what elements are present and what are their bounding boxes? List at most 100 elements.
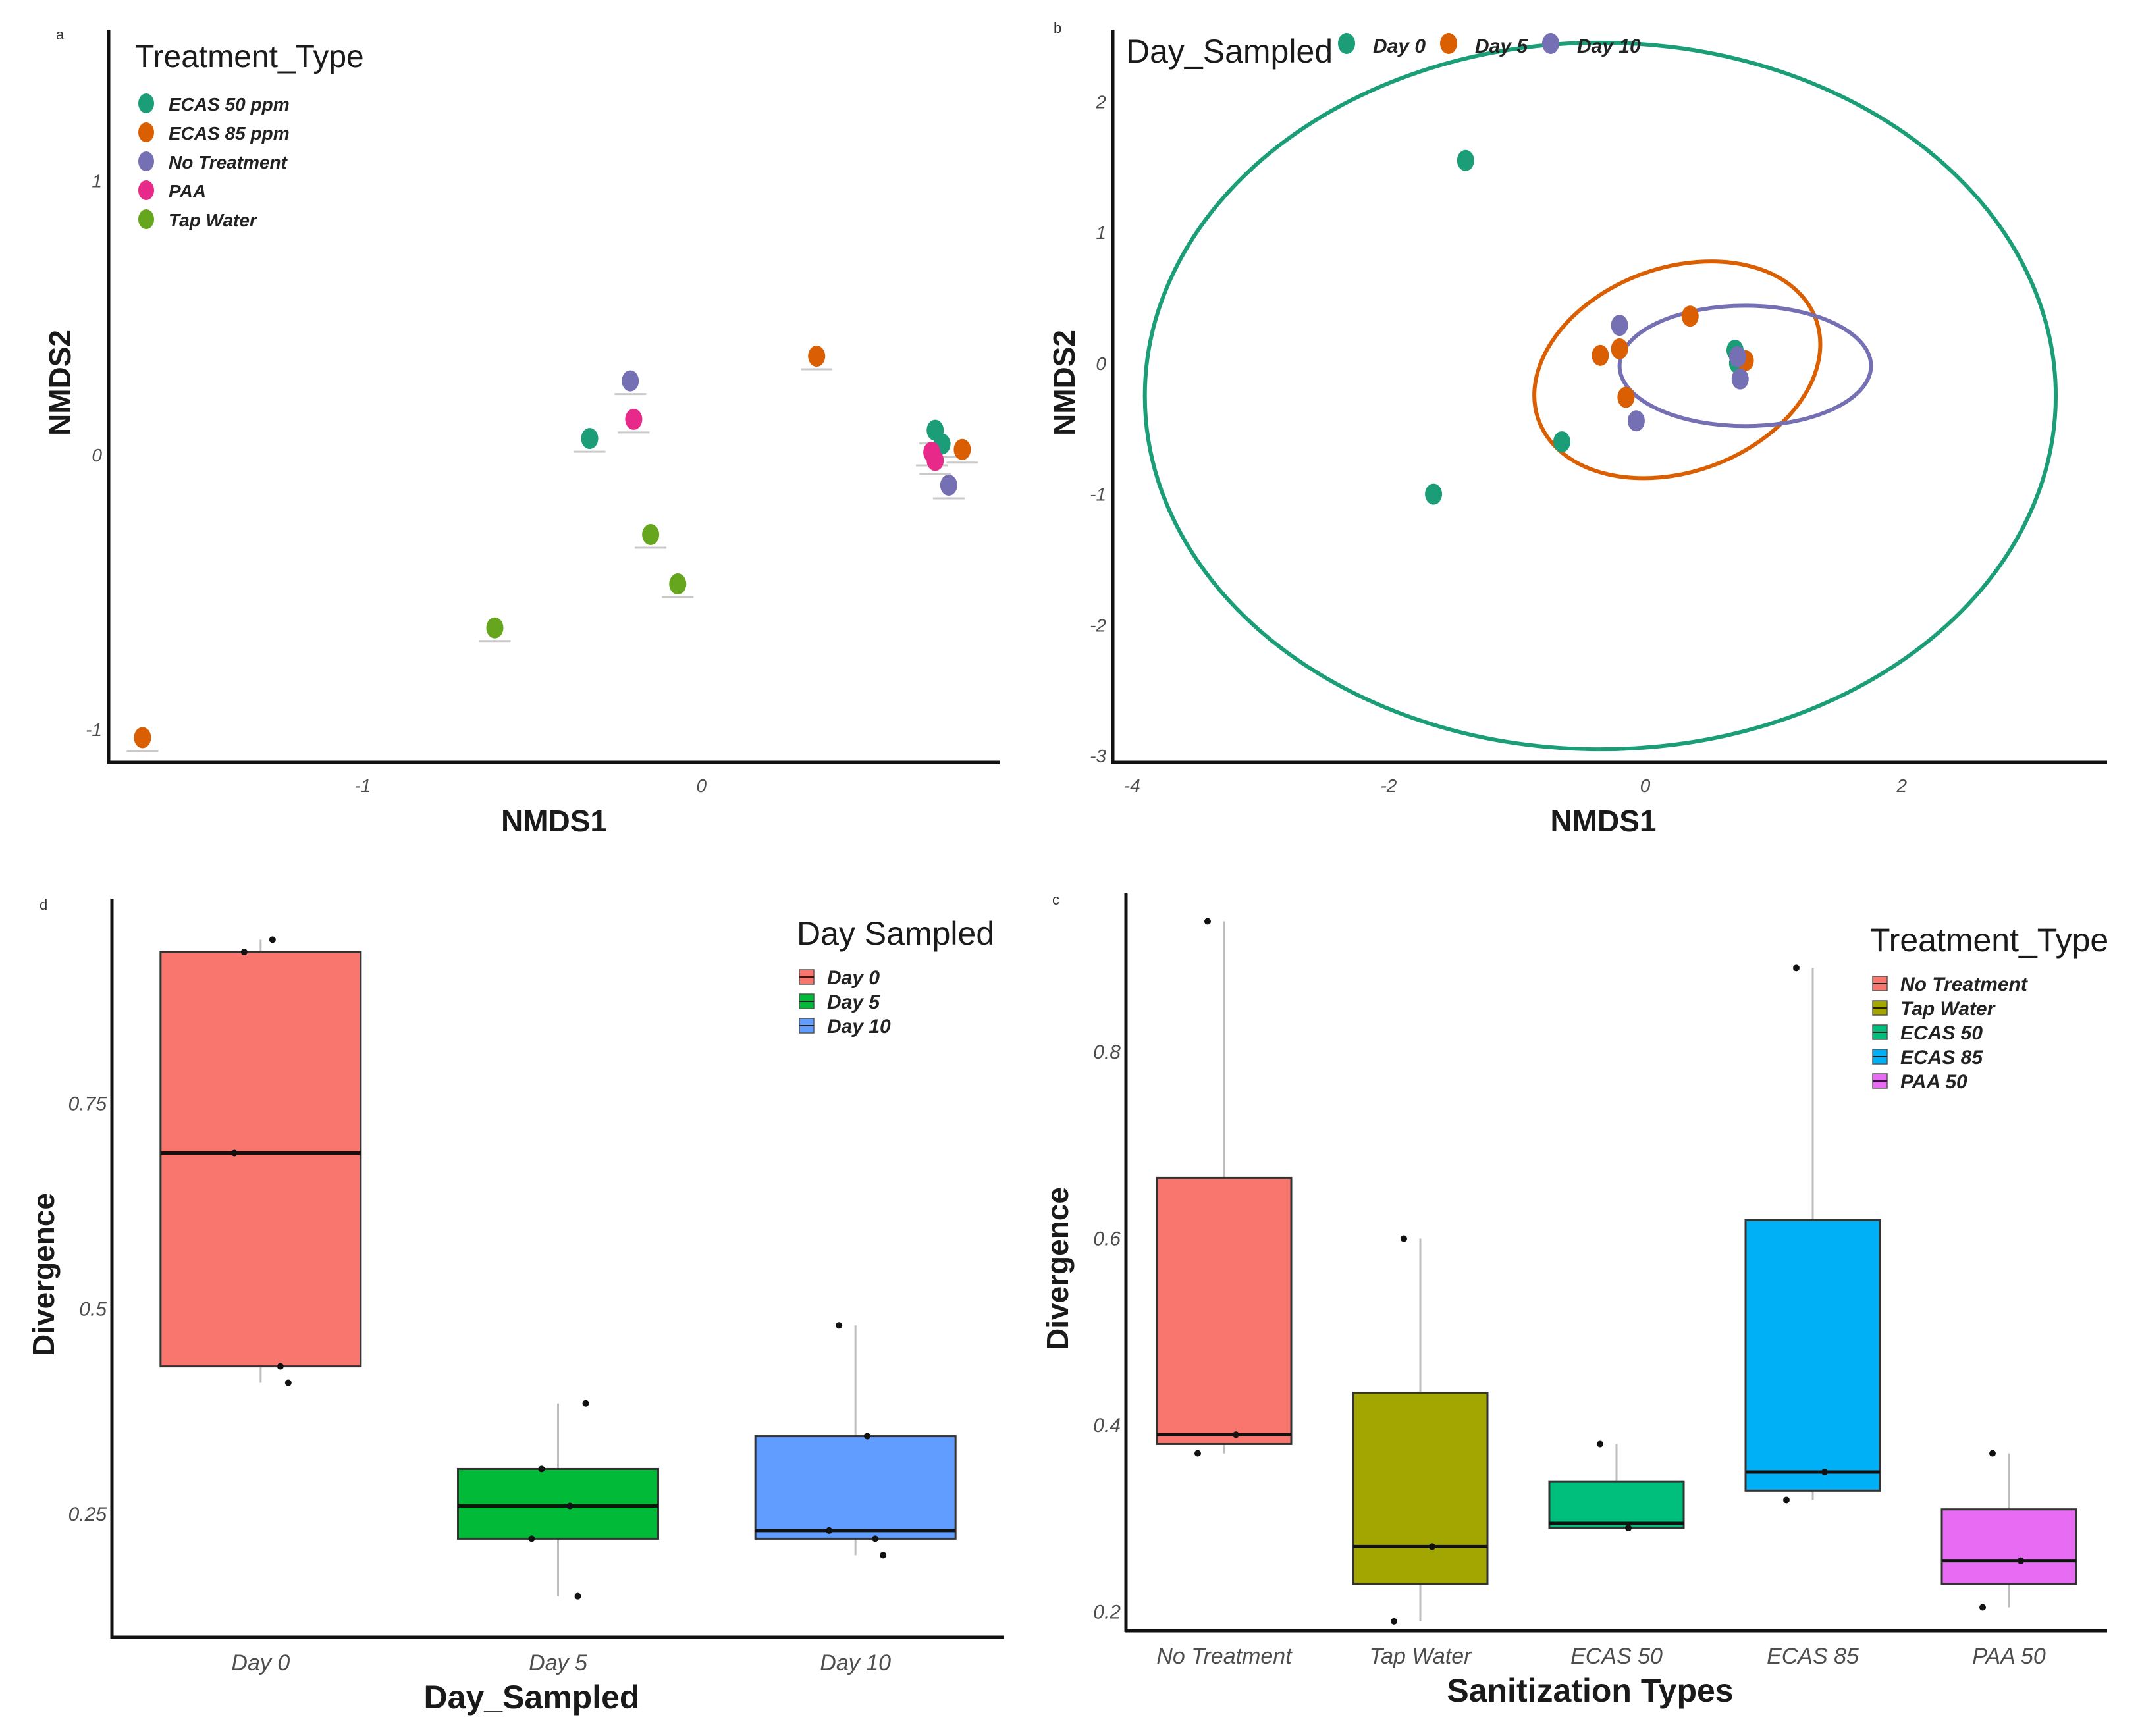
point-day-0 <box>1425 483 1443 505</box>
ellipse-day-0 <box>1142 40 2058 752</box>
jitter-point <box>269 936 276 943</box>
box-body <box>1548 1480 1685 1529</box>
jitter-point <box>880 1552 887 1559</box>
box-ecas-85 <box>1744 964 1881 1504</box>
x-tick-label: No Treatment <box>1156 1644 1293 1669</box>
legend-label: Day 10 <box>827 1016 891 1038</box>
box-body <box>457 1467 659 1540</box>
panel-a-letter: a <box>56 26 65 43</box>
jitter-point <box>528 1535 535 1542</box>
jitter-point <box>566 1502 574 1510</box>
legend-label: Day 0 <box>827 967 880 989</box>
y-tick-label: 1 <box>92 171 102 191</box>
x-tick-label: 0 <box>696 776 707 796</box>
y-tick-label: 0.4 <box>1093 1415 1121 1436</box>
point-day-0 <box>1553 431 1570 453</box>
point-ecas-85-ppm <box>134 727 151 749</box>
point-ecas-50-ppm <box>581 428 599 450</box>
x-tick-label: 2 <box>1896 776 1907 796</box>
jitter-point <box>230 1149 238 1157</box>
y-tick-label: 1 <box>1096 223 1106 243</box>
box-body <box>1940 1508 2077 1585</box>
box-body <box>1156 1176 1293 1445</box>
y-axis-title: NMDS2 <box>43 330 77 436</box>
panel-c-letter: c <box>1052 891 1059 908</box>
point-paa <box>625 408 643 430</box>
jitter-point <box>1194 1450 1201 1457</box>
y-tick-label: 0.2 <box>1093 1602 1121 1623</box>
jitter-point <box>1401 1235 1407 1242</box>
legend-label: No Treatment <box>1900 974 2029 995</box>
jitter-point <box>1821 1468 1828 1475</box>
jitter-point <box>1989 1450 1996 1457</box>
y-axis-title: Divergence <box>26 1193 61 1356</box>
point-day-5 <box>1611 338 1628 359</box>
ellipse-day-10 <box>1617 303 1873 429</box>
point-day-10 <box>1611 315 1628 336</box>
legend-title: Treatment_Type <box>135 39 364 74</box>
jitter-point <box>1204 918 1211 925</box>
y-tick-label: 0.5 <box>79 1298 107 1320</box>
legend-label: No Treatment <box>169 152 288 172</box>
x-tick-label: -2 <box>1380 776 1397 796</box>
point-day-10 <box>1627 410 1645 432</box>
legend-key-day-5 <box>1440 33 1457 54</box>
legend-key-ecas-85-ppm <box>138 122 154 142</box>
x-tick-label: Day 0 <box>231 1650 290 1675</box>
point-day-0 <box>1457 149 1474 171</box>
legend-label: Tap Water <box>1900 998 1996 1020</box>
x-tick-label: Day 5 <box>529 1650 587 1675</box>
jitter-point <box>1625 1525 1632 1532</box>
x-tick-label: -1 <box>354 776 371 796</box>
jitter-point <box>582 1400 589 1407</box>
legend-key-day-10 <box>1542 33 1559 54</box>
legend-key-no-treatment <box>138 151 154 171</box>
x-tick-label: Day 10 <box>820 1650 891 1675</box>
jitter-point <box>1597 1440 1603 1448</box>
x-tick-label: -4 <box>1124 776 1140 796</box>
point-tap-water <box>642 524 660 546</box>
legend-key-paa <box>138 180 154 200</box>
legend-label: Tap Water <box>169 210 258 230</box>
x-axis-title: Day_Sampled <box>424 1679 640 1716</box>
point-paa <box>926 450 944 471</box>
x-axis-title: NMDS1 <box>501 804 607 838</box>
x-tick-label: ECAS 85 <box>1767 1644 1859 1669</box>
legend-label: ECAS 85 <box>1900 1047 1983 1068</box>
panel-d-letter: d <box>40 897 47 913</box>
point-day-5 <box>1617 386 1635 408</box>
box-no-treatment <box>1156 918 1293 1457</box>
panel-c: cNo Treatment Tap Water ECAS 50 ECAS 85 PAA … <box>1040 891 2108 1709</box>
box-body <box>1352 1391 1489 1585</box>
jitter-point <box>1979 1604 1986 1611</box>
box-day-0 <box>159 936 362 1386</box>
box-day-5 <box>457 1400 659 1600</box>
point-no-treatment <box>940 474 957 496</box>
point-day-10 <box>1728 346 1746 367</box>
jitter-point <box>864 1433 871 1440</box>
box-paa-50 <box>1940 1450 2077 1611</box>
legend-label: Day 5 <box>1475 36 1528 57</box>
y-tick-label: 0.25 <box>68 1504 107 1525</box>
legend-label: Day 5 <box>827 991 880 1013</box>
point-tap-water <box>486 617 504 639</box>
point-tap-water <box>669 573 687 595</box>
legend-label: ECAS 50 ppm <box>169 94 290 115</box>
panel-a: a -1 0 -1 0 1 NMDS1 NMDS2 Treatment_Type ECAS 50 … <box>43 26 1000 838</box>
panel-b-letter: b <box>1054 20 1061 36</box>
legend-title: Day Sampled <box>797 915 994 952</box>
legend-key-tap-water <box>138 209 154 229</box>
x-axis-title: Sanitization Types <box>1447 1672 1733 1709</box>
box-ecas-50 <box>1548 1440 1685 1532</box>
y-tick-label: 0.8 <box>1093 1041 1121 1063</box>
y-tick-label: -2 <box>1090 615 1106 635</box>
legend-label: ECAS 85 ppm <box>169 123 290 144</box>
jitter-point <box>1783 1496 1790 1504</box>
jitter-point <box>872 1535 879 1542</box>
y-axis-title: Divergence <box>1040 1187 1075 1350</box>
legend-label: PAA <box>169 181 206 201</box>
